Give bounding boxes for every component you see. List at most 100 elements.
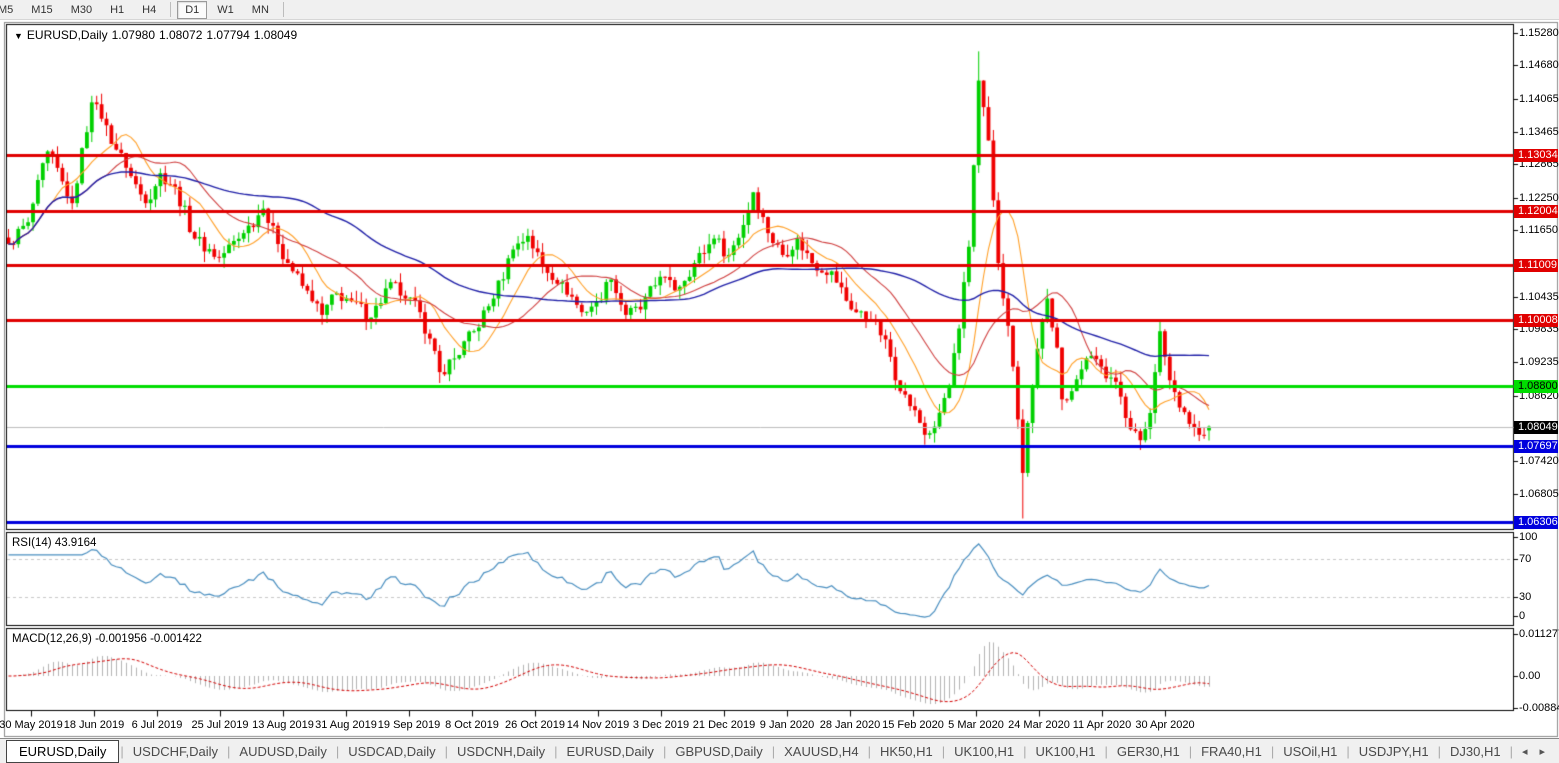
date-axis-label: 28 Jan 2020 (819, 719, 881, 731)
date-axis-label: 6 Jul 2019 (131, 719, 183, 731)
rsi-label: RSI(14) 43.9164 (12, 537, 97, 549)
tab-separator: | (1023, 743, 1027, 759)
macd-axis-tick: 0.00 (1519, 670, 1541, 682)
timeframe-toolbar: M5 M15 M30 H1 H4 D1 W1 MN (0, 0, 1559, 20)
price-level-badge-blue: 1.07697 (1514, 440, 1558, 453)
date-axis-label: 25 Jul 2019 (191, 719, 249, 731)
rsi-axis-tick: 0 (1519, 610, 1526, 622)
price-axis-tick: 1.09235 (1519, 356, 1559, 369)
price-axis-tick: 1.13465 (1519, 125, 1559, 138)
tab-separator: | (867, 743, 871, 759)
price-axis-tick: 1.12250 (1519, 191, 1559, 204)
chart-tab-usdcnh-daily[interactable]: USDCNH,Daily (457, 743, 546, 759)
macd-axis-tick: 0.011277 (1519, 628, 1559, 640)
chart-tab-gbpusd-daily[interactable]: GBPUSD,Daily (675, 743, 763, 759)
timeframe-button-w1[interactable]: W1 (217, 3, 234, 16)
ohlc-open: 1.07980 (111, 28, 155, 42)
price-level-badge-blue: 1.06306 (1514, 516, 1558, 529)
date-axis-label: 5 Mar 2020 (948, 719, 1004, 731)
chart-tab-xauusd-h4[interactable]: XAUUSD,H4 (784, 743, 859, 759)
date-axis-label: 13 Aug 2019 (252, 719, 314, 731)
chart-dropdown-icon[interactable]: ▼ (14, 31, 23, 41)
date-axis-label: 14 Nov 2019 (566, 719, 630, 731)
price-axis-tick: 1.11650 (1519, 224, 1558, 237)
tab-scroll-left-icon[interactable]: ◂ (1521, 745, 1528, 758)
tab-separator: | (1509, 743, 1513, 759)
chart-tab-usoil-h1[interactable]: USOil,H1 (1283, 743, 1338, 759)
date-axis-label: 21 Dec 2019 (692, 719, 756, 731)
tab-separator: | (554, 743, 558, 759)
date-axis-label: 19 Sep 2019 (377, 719, 441, 731)
tab-separator: | (662, 743, 667, 759)
tab-separator: | (941, 743, 946, 759)
rsi-axis-tick: 30 (1519, 591, 1532, 603)
ohlc-close: 1.08049 (253, 28, 298, 42)
chart-tab-fra40-h1[interactable]: FRA40,H1 (1201, 743, 1262, 759)
price-axis-tick: 1.15280 (1519, 26, 1559, 39)
price-axis-tick: 1.10435 (1519, 290, 1559, 303)
tab-separator: | (1346, 743, 1350, 759)
toolbar-separator (170, 2, 172, 17)
tab-separator: | (1437, 743, 1442, 759)
date-axis-label: 3 Dec 2019 (632, 719, 690, 731)
date-axis-label: 18 Jun 2019 (63, 719, 125, 731)
chart-symbol: EURUSD,Daily (26, 28, 108, 42)
chart-tab-uk100-h1[interactable]: UK100,H1 (1035, 743, 1096, 759)
date-axis-label: 30 May 2019 (0, 719, 63, 731)
timeframe-button-mn[interactable]: MN (251, 3, 269, 16)
date-axis-label: 11 Apr 2020 (1072, 719, 1132, 731)
price-level-badge-red: 1.13034 (1514, 149, 1558, 162)
tab-separator: | (444, 743, 449, 759)
tab-scrollers: ◂ ▸ (1516, 745, 1551, 758)
date-axis-label: 24 Mar 2020 (1008, 719, 1070, 731)
chart-tab-dj30-h1[interactable]: DJ30,H1 (1450, 743, 1501, 759)
timeframe-button-m15[interactable]: M15 (31, 3, 53, 16)
chart-tab-bar: EURUSD,Daily | USDCHF,Daily | AUDUSD,Daily | U… (0, 738, 1559, 763)
tab-separator: | (1188, 743, 1193, 759)
timeframe-button-m30[interactable]: M30 (70, 3, 93, 16)
timeframe-button-d1[interactable]: D1 (177, 0, 208, 19)
date-axis-label: 26 Oct 2019 (505, 719, 565, 731)
timeframe-button-h4[interactable]: H4 (142, 3, 157, 16)
price-axis-tick: 1.06805 (1519, 488, 1559, 501)
date-axis-label: 8 Oct 2019 (445, 719, 499, 731)
chart-tab-uk100-h1[interactable]: UK100,H1 (954, 743, 1015, 759)
chart-tab-eurusd-daily[interactable]: EURUSD,Daily (566, 743, 654, 759)
tab-separator: | (120, 743, 124, 759)
ohlc-high: 1.08072 (159, 28, 203, 42)
date-axis-label: 15 Feb 2020 (882, 719, 944, 731)
chart-tab-ger30-h1[interactable]: GER30,H1 (1116, 743, 1180, 759)
current-price-badge: 1.08049 (1514, 421, 1558, 434)
chart-tab-usdchf-daily[interactable]: USDCHF,Daily (132, 743, 219, 759)
date-axis-label: 31 Aug 2019 (315, 719, 377, 731)
chart-tab-usdcad-daily[interactable]: USDCAD,Daily (348, 743, 436, 759)
chart-tab-hk50-h1[interactable]: HK50,H1 (879, 743, 933, 759)
tab-separator: | (335, 743, 340, 759)
price-level-badge-red: 1.10008 (1514, 314, 1558, 327)
date-axis-label: 9 Jan 2020 (759, 719, 815, 731)
tab-separator: | (1104, 743, 1108, 759)
price-level-badge-red: 1.11009 (1514, 259, 1558, 272)
chart-tab-usdjpy-h1[interactable]: USDJPY,H1 (1358, 743, 1429, 759)
tab-separator: | (227, 743, 231, 759)
price-axis-tick: 1.14680 (1519, 59, 1559, 72)
price-level-badge-green: 1.08800 (1514, 380, 1558, 393)
ohlc-low: 1.07794 (206, 28, 250, 42)
timeframe-button-h1[interactable]: H1 (110, 3, 125, 16)
rsi-axis-tick: 70 (1519, 553, 1532, 565)
tab-scroll-right-icon[interactable]: ▸ (1539, 745, 1545, 758)
price-axis-tick: 1.14065 (1519, 92, 1559, 105)
tab-separator: | (771, 743, 776, 759)
rsi-axis-tick: 100 (1519, 531, 1538, 543)
date-axis-label: 30 Apr 2020 (1135, 719, 1195, 731)
price-axis-tick: 1.07420 (1519, 454, 1559, 467)
toolbar-separator (282, 2, 284, 17)
timeframe-button-m5[interactable]: M5 (0, 3, 14, 16)
macd-axis-tick: -0.008845 (1519, 702, 1559, 714)
chart-title: ▼ EURUSD,Daily 1.07980 1.08072 1.07794 1.0804… (14, 28, 301, 42)
chart-tab-audusd-daily[interactable]: AUDUSD,Daily (239, 743, 327, 759)
chart-tab-eurusd-daily[interactable]: EURUSD,Daily (6, 739, 120, 763)
tab-separator: | (1270, 743, 1275, 759)
